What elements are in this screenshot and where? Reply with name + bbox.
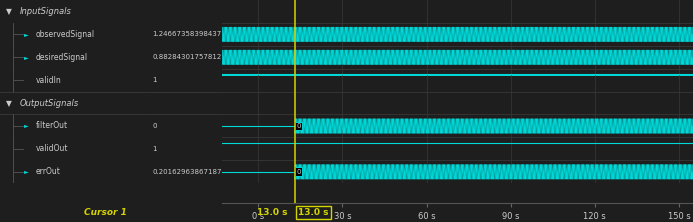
Text: validOut: validOut	[36, 144, 68, 153]
Text: 0: 0	[296, 169, 301, 175]
Text: ►: ►	[24, 169, 28, 174]
Text: ►: ►	[24, 123, 28, 128]
Text: 0.88284301757812: 0.88284301757812	[152, 54, 222, 60]
Text: 1: 1	[152, 146, 157, 152]
Text: validIn: validIn	[36, 76, 62, 85]
Text: OutputSignals: OutputSignals	[19, 99, 78, 107]
Text: 0: 0	[296, 123, 301, 129]
Text: desiredSignal: desiredSignal	[36, 53, 88, 62]
Text: observedSignal: observedSignal	[36, 30, 95, 39]
Text: 1: 1	[152, 77, 157, 83]
Text: ▼: ▼	[6, 99, 12, 107]
Text: Cursor 1: Cursor 1	[84, 208, 127, 217]
Text: errOut: errOut	[36, 167, 60, 176]
Text: 13.0 s: 13.0 s	[257, 208, 288, 217]
Text: filterOut: filterOut	[36, 121, 68, 130]
Text: ►: ►	[24, 55, 28, 60]
Text: 0.20162963867187: 0.20162963867187	[152, 169, 222, 175]
Text: 13.0 s: 13.0 s	[298, 208, 328, 217]
Text: 0: 0	[152, 123, 157, 129]
Text: InputSignals: InputSignals	[19, 7, 71, 16]
Text: ►: ►	[24, 32, 28, 37]
Text: ▼: ▼	[6, 7, 12, 16]
Text: 1.24667358398437: 1.24667358398437	[152, 31, 222, 37]
